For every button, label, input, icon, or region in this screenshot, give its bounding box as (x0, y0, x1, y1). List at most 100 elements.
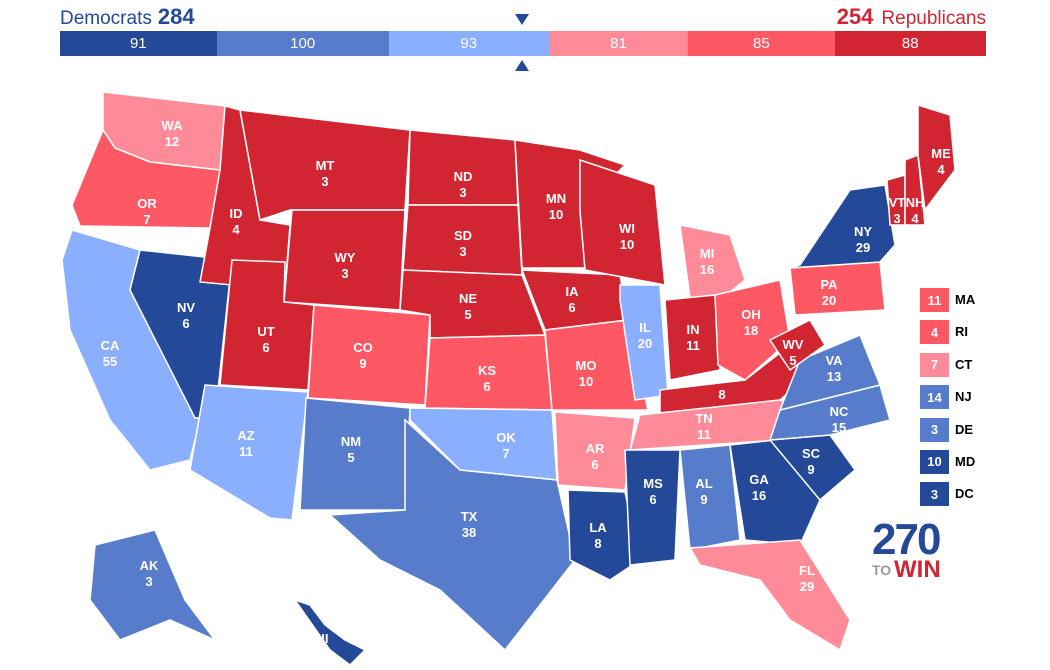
state-co[interactable] (307, 304, 431, 406)
270towin-logo: 270 TO WIN (872, 518, 952, 584)
state-in[interactable] (664, 294, 721, 381)
state-wv[interactable] (768, 319, 826, 372)
state-votes-label: 5 (464, 307, 471, 322)
state-votes-label: 29 (800, 579, 814, 594)
state-votes-label: 6 (182, 316, 189, 331)
state-code-label: MS (643, 476, 663, 491)
state-code-label: AK (140, 558, 159, 573)
small-state-votes[interactable]: 3 (920, 417, 949, 442)
logo-win: WIN (894, 556, 941, 583)
state-code-label: PA (820, 277, 838, 292)
small-state-votes[interactable]: 10 (920, 449, 949, 474)
state-mo[interactable] (544, 319, 649, 411)
state-nm[interactable] (299, 397, 411, 511)
state-code-label: TN (695, 411, 712, 426)
state-code-label: WV (783, 337, 804, 352)
small-state-votes[interactable]: 4 (920, 320, 949, 345)
state-votes-label: 29 (856, 240, 870, 255)
logo-to: TO (872, 562, 892, 578)
state-code-label: HI (316, 631, 329, 646)
democrats-total: Democrats 284 (60, 4, 195, 30)
state-oh[interactable] (714, 279, 791, 381)
state-votes-label: 6 (262, 340, 269, 355)
state-votes-label: 9 (700, 492, 707, 507)
state-code-label: AZ (237, 428, 254, 443)
state-code-label: VA (825, 353, 843, 368)
democrats-label: Democrats (60, 8, 152, 29)
state-va[interactable] (778, 334, 882, 412)
state-nh[interactable] (904, 153, 926, 226)
state-code-label: MI (700, 246, 714, 261)
state-code-label: NC (830, 404, 849, 419)
small-state-votes[interactable]: 7 (920, 352, 949, 377)
state-votes-label: 12 (165, 134, 179, 149)
small-state-code: DE (955, 421, 974, 437)
small-state-code: NJ (955, 389, 972, 405)
state-ga[interactable] (729, 439, 821, 546)
state-votes-label: 8 (718, 387, 725, 402)
state-al[interactable] (679, 444, 741, 551)
small-state-votes[interactable]: 14 (920, 385, 949, 410)
state-me[interactable] (917, 103, 956, 212)
small-state-code: DC (955, 486, 974, 502)
republicans-total: 254 Republicans (837, 4, 986, 30)
state-code-label: AR (586, 441, 605, 456)
state-code-label: NE (459, 291, 477, 306)
state-votes-label: 10 (549, 207, 563, 222)
small-state-votes[interactable]: 11 (920, 288, 949, 312)
state-code-label: GA (749, 472, 769, 487)
tally-segment-lean-dem[interactable]: 93 (388, 31, 549, 56)
state-votes-label: 20 (822, 293, 836, 308)
small-state-votes[interactable]: 3 (920, 482, 949, 507)
tally-segment-safe-rep[interactable]: 88 (834, 31, 986, 56)
state-code-label: NV (177, 300, 195, 315)
state-code-label: IA (566, 284, 580, 299)
state-votes-label: 4 (937, 162, 945, 177)
state-votes-label: 10 (620, 237, 634, 252)
state-votes-label: 4 (232, 222, 240, 237)
state-mi[interactable] (679, 224, 746, 301)
state-votes-label: 6 (591, 457, 598, 472)
tally-segment-lean-rep[interactable]: 81 (548, 31, 689, 56)
state-votes-label: 5 (789, 353, 796, 368)
state-ms[interactable] (624, 449, 681, 566)
state-code-label: AL (695, 476, 712, 491)
state-votes-label: 55 (103, 354, 117, 369)
state-votes-label: 11 (239, 444, 253, 459)
state-il[interactable] (619, 284, 669, 401)
state-fl[interactable] (688, 539, 851, 652)
state-hi[interactable] (293, 598, 367, 666)
state-wi[interactable] (579, 158, 666, 286)
state-code-label: NY (854, 224, 872, 239)
tally-segment-likely-rep[interactable]: 85 (688, 31, 835, 56)
state-votes-label: 4 (911, 211, 919, 226)
state-code-label: CA (101, 338, 120, 353)
state-code-label: OR (137, 196, 157, 211)
state-code-label: KS (478, 363, 496, 378)
state-code-label: MO (576, 358, 597, 373)
state-votes-label: 6 (568, 300, 575, 315)
state-code-label: WY (335, 250, 356, 265)
state-votes-label: 11 (697, 427, 711, 442)
tally-segment-likely-dem[interactable]: 100 (216, 31, 389, 56)
state-code-label: SC (802, 446, 821, 461)
state-ny[interactable] (789, 184, 896, 269)
state-code-label: VT (889, 195, 906, 210)
small-state-code: MA (955, 292, 976, 307)
state-votes-label: 3 (341, 266, 348, 281)
state-code-label: SD (454, 228, 472, 243)
state-tx[interactable] (328, 418, 576, 652)
tally-segment-safe-dem[interactable]: 91 (60, 31, 217, 56)
state-votes-label: 3 (459, 244, 466, 259)
state-la[interactable] (567, 489, 641, 581)
state-votes-label: 16 (700, 262, 714, 277)
state-code-label: LA (589, 520, 607, 535)
state-votes-label: 11 (686, 338, 700, 353)
state-code-label: NM (341, 434, 361, 449)
state-votes-label: 7 (502, 446, 509, 461)
state-ak[interactable] (89, 529, 218, 642)
state-ar[interactable] (554, 411, 636, 491)
small-state-code: CT (955, 356, 973, 372)
state-az[interactable] (189, 384, 309, 521)
